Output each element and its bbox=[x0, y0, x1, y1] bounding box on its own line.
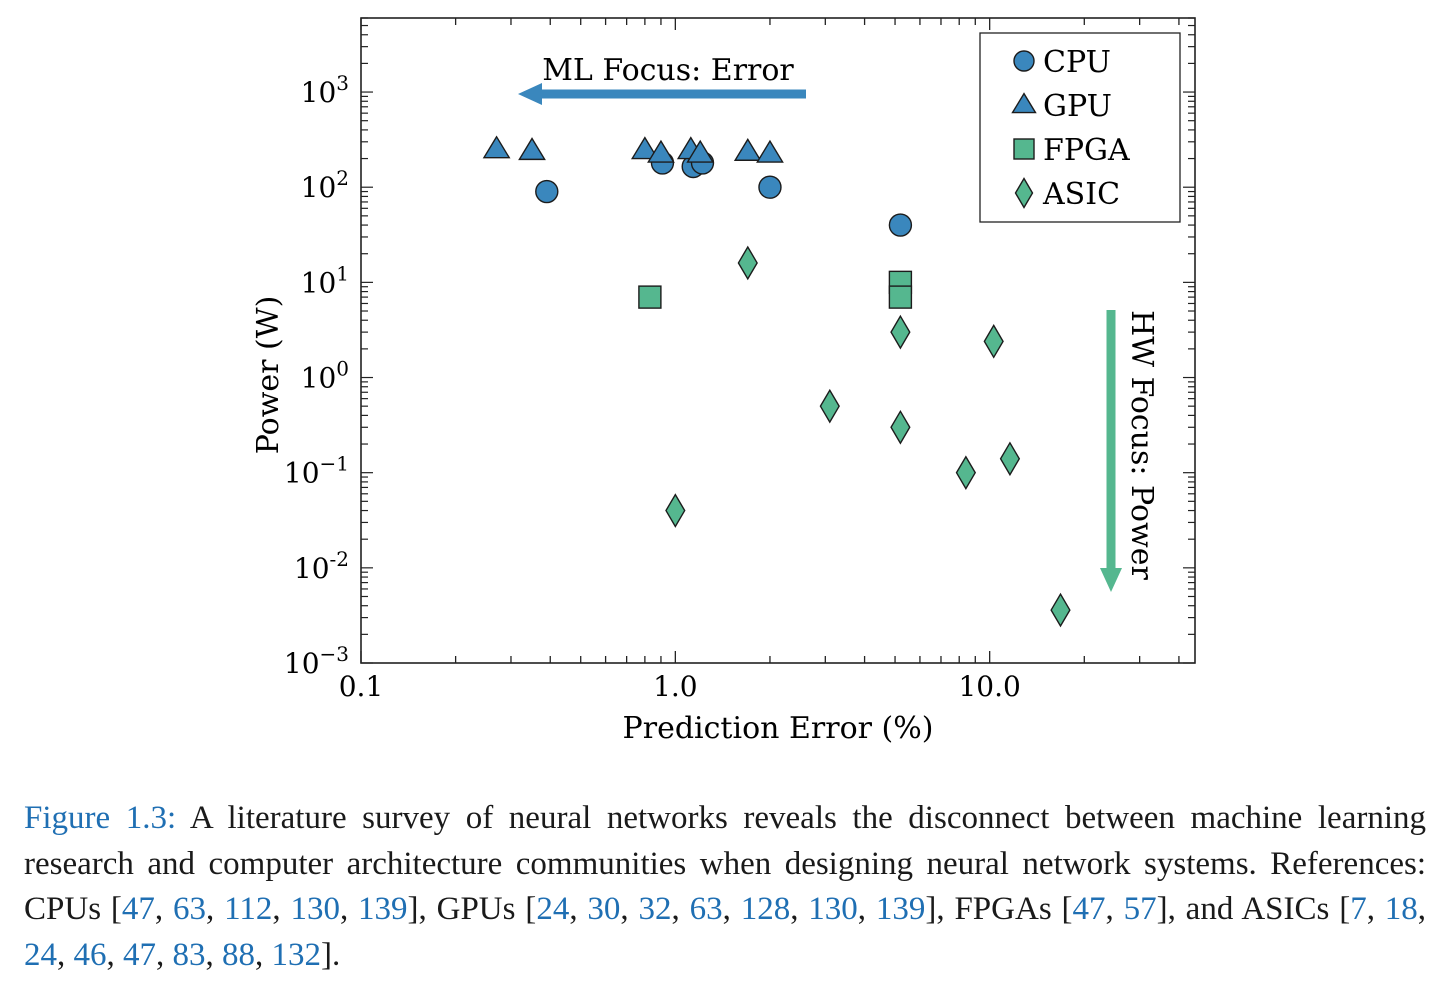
legend-label-cpu: CPU bbox=[1043, 45, 1111, 80]
caption-text-3: ], FPGAs [ bbox=[925, 891, 1073, 927]
annotations: ML Focus: Error HW Focus: Power bbox=[518, 53, 1159, 592]
gpu-point bbox=[518, 137, 546, 161]
cpu-point bbox=[535, 179, 559, 204]
legend-marker-gpu bbox=[1011, 92, 1037, 114]
reference-link[interactable]: 24 bbox=[536, 891, 570, 927]
ml-focus-arrowhead bbox=[518, 83, 542, 105]
plot-frame bbox=[360, 17, 1196, 664]
y-tick-label: 102 bbox=[301, 166, 349, 204]
legend-label-asic: ASIC bbox=[1042, 177, 1120, 212]
asic-refs: 7, 18, 24, 46, 47, 83, 88, 132 bbox=[24, 891, 1427, 973]
reference-link[interactable]: 63 bbox=[172, 891, 206, 927]
legend-label-fpga: FPGA bbox=[1043, 133, 1130, 168]
caption-text-1: A literature survey of neural networks r… bbox=[24, 800, 1426, 927]
scatter-chart: 0.1 1.0 10.0 10−3 10-2 10−1 100 101 102 103 Predi… bbox=[251, 17, 1196, 746]
gpu-point bbox=[482, 135, 511, 159]
y-tick-label: 10−3 bbox=[284, 642, 349, 680]
asic-point bbox=[890, 314, 911, 350]
data-points bbox=[482, 135, 1071, 628]
legend-marker-fpga bbox=[1013, 138, 1035, 160]
legend: CPU GPU FPGA ASIC bbox=[979, 32, 1181, 223]
fpga-point bbox=[638, 285, 662, 309]
asic-point bbox=[890, 409, 911, 445]
y-tick-label: 101 bbox=[301, 261, 349, 299]
x-axis-label: Prediction Error (%) bbox=[623, 711, 934, 746]
reference-link[interactable]: 88 bbox=[222, 936, 255, 973]
fpga-point bbox=[888, 285, 913, 309]
caption-text-2: ], GPUs [ bbox=[407, 891, 537, 927]
legend-marker-asic bbox=[1014, 177, 1034, 209]
hw-focus-arrowhead bbox=[1100, 568, 1122, 592]
asic-point bbox=[983, 324, 1004, 359]
x-tick-label: 0.1 bbox=[339, 670, 384, 703]
hw-focus-label: HW Focus: Power bbox=[1124, 310, 1159, 580]
reference-link[interactable]: 47 bbox=[1072, 891, 1106, 927]
reference-link[interactable]: 7 bbox=[1350, 891, 1367, 927]
gpu-point bbox=[733, 138, 762, 161]
reference-link[interactable]: 57 bbox=[1123, 891, 1157, 927]
reference-link[interactable]: 112 bbox=[224, 891, 273, 927]
reference-link[interactable]: 47 bbox=[121, 891, 155, 927]
y-axis-label: Power (W) bbox=[251, 296, 286, 455]
asic-point bbox=[1050, 592, 1071, 628]
gpu-refs: 24, 30, 32, 63, 128, 130, 139 bbox=[536, 891, 926, 927]
reference-link[interactable]: 139 bbox=[875, 891, 926, 927]
caption-text-4: ], and ASICs [ bbox=[1156, 891, 1351, 927]
reference-link[interactable]: 128 bbox=[740, 891, 791, 927]
reference-link[interactable]: 132 bbox=[271, 936, 322, 973]
tick-marks bbox=[360, 17, 1195, 664]
y-tick-label: 10−1 bbox=[284, 452, 349, 490]
gpu-point bbox=[630, 136, 659, 160]
asic-point bbox=[665, 493, 686, 528]
cpu-point bbox=[758, 175, 782, 199]
cpu-point bbox=[888, 213, 913, 237]
cpu-refs: 47, 63, 112, 130, 139 bbox=[121, 891, 408, 927]
x-tick-label: 1.0 bbox=[653, 670, 698, 703]
gpu-point bbox=[647, 139, 675, 163]
y-tick-label: 103 bbox=[301, 71, 349, 109]
reference-link[interactable]: 32 bbox=[638, 891, 672, 927]
ml-focus-label: ML Focus: Error bbox=[542, 53, 794, 88]
reference-link[interactable]: 47 bbox=[123, 936, 156, 973]
legend-marker-cpu bbox=[1013, 50, 1035, 72]
asic-point bbox=[737, 245, 758, 281]
asic-point bbox=[819, 388, 840, 424]
reference-link[interactable]: 83 bbox=[172, 936, 206, 973]
reference-link[interactable]: 24 bbox=[24, 936, 57, 973]
legend-label-gpu: GPU bbox=[1043, 89, 1112, 124]
tick-labels: 0.1 1.0 10.0 10−3 10-2 10−1 100 101 102 103 bbox=[284, 71, 1021, 703]
fpga-refs: 47, 57 bbox=[1072, 891, 1157, 927]
reference-link[interactable]: 18 bbox=[1384, 891, 1418, 927]
reference-link[interactable]: 130 bbox=[808, 891, 858, 927]
caption-label: Figure 1.3: bbox=[24, 800, 177, 836]
gpu-point bbox=[686, 139, 715, 163]
y-tick-label: 100 bbox=[301, 357, 349, 395]
y-tick-label: 10-2 bbox=[294, 547, 349, 585]
gpu-point bbox=[756, 139, 784, 163]
legend-box bbox=[979, 32, 1181, 223]
figure-caption: Figure 1.3: A literature survey of neura… bbox=[24, 796, 1426, 978]
reference-link[interactable]: 30 bbox=[587, 891, 621, 927]
reference-link[interactable]: 63 bbox=[689, 891, 723, 927]
x-tick-label: 10.0 bbox=[958, 670, 1020, 703]
reference-link[interactable]: 130 bbox=[290, 891, 340, 927]
reference-link[interactable]: 139 bbox=[358, 891, 408, 927]
reference-link[interactable]: 46 bbox=[73, 936, 107, 973]
asic-point bbox=[999, 441, 1021, 477]
asic-point bbox=[955, 455, 977, 491]
caption-text-5: ]. bbox=[321, 936, 341, 973]
